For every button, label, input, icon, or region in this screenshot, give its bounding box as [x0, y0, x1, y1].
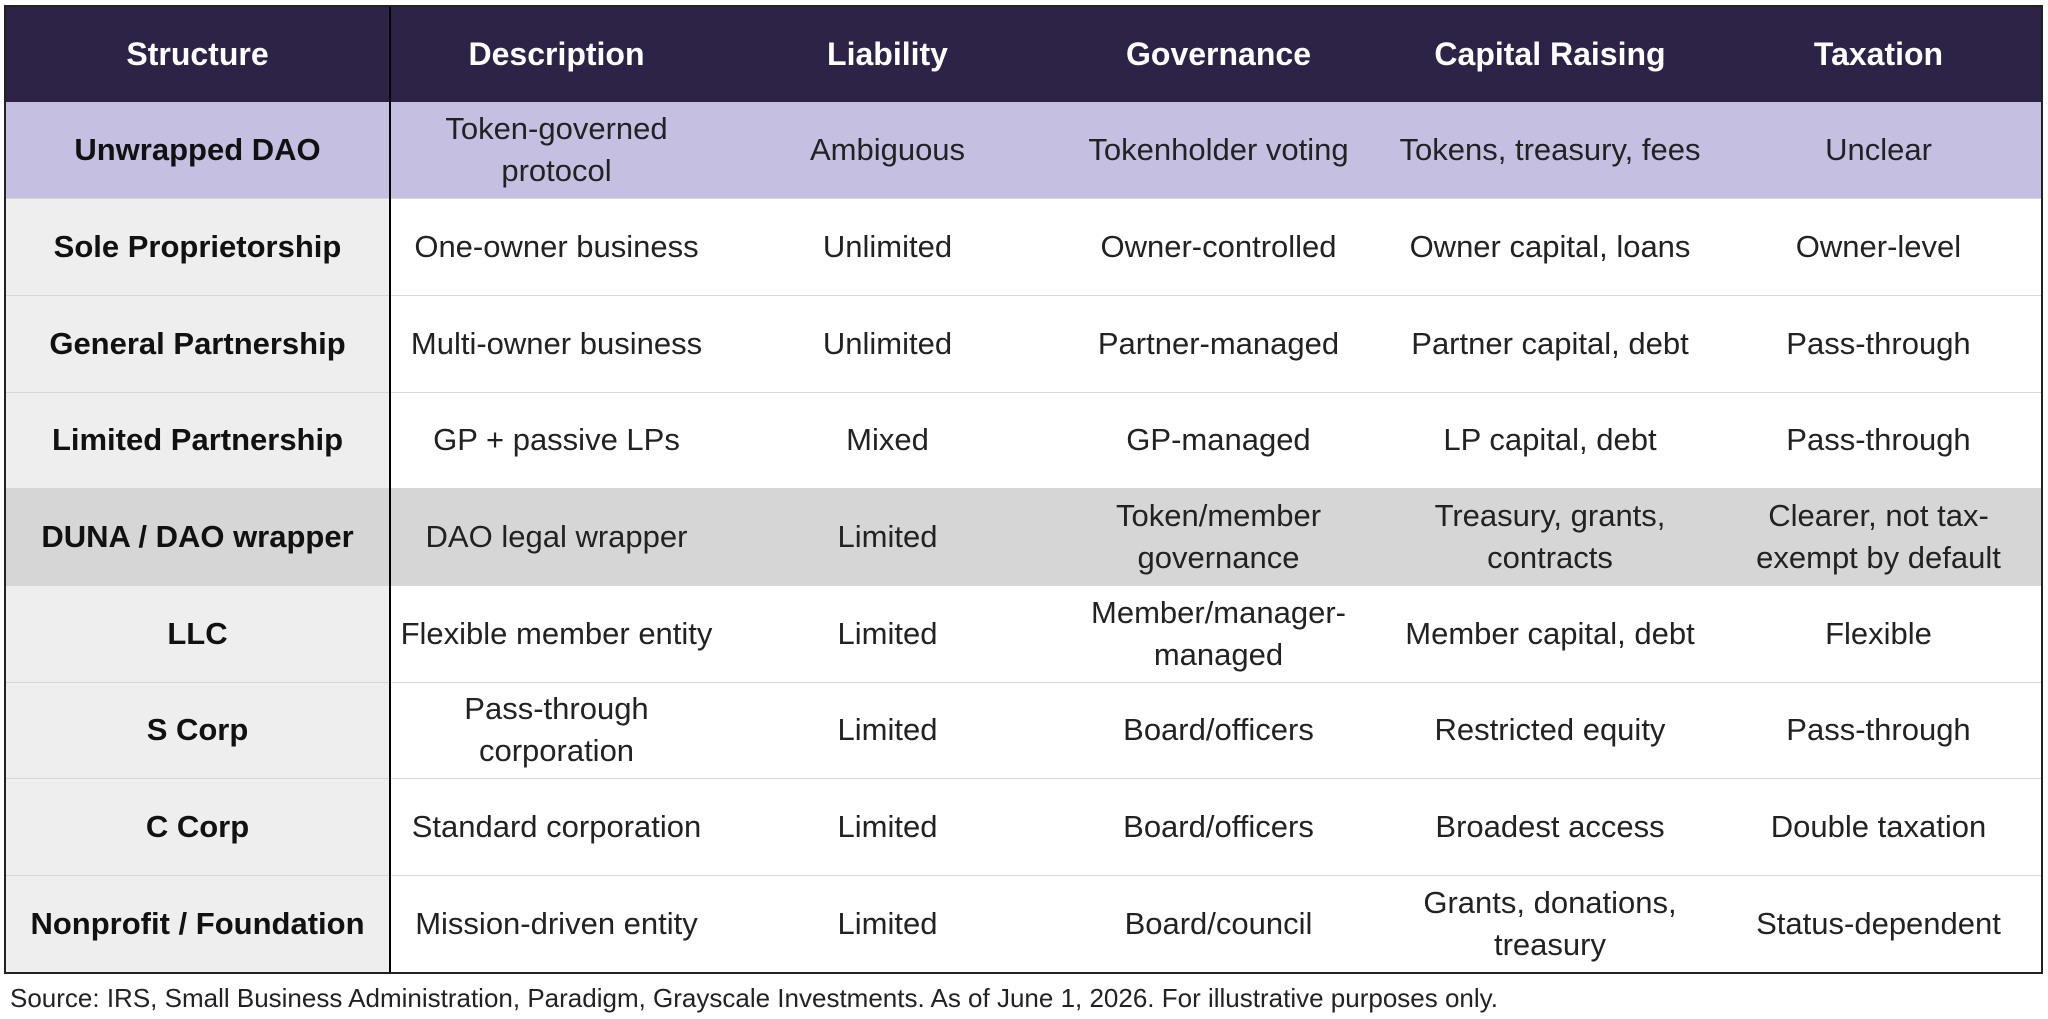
table-row: C Corp Standard corporation Limited Boar…	[6, 778, 2041, 876]
structure-cell: Unwrapped DAO	[6, 102, 391, 199]
governance-cell: Board/officers	[1053, 778, 1384, 876]
taxation-cell: Pass-through	[1716, 391, 2041, 489]
description-cell: GP + passive LPs	[390, 391, 722, 489]
header-liability: Liability	[722, 7, 1053, 102]
source-footnote: Source: IRS, Small Business Administrati…	[10, 983, 1498, 1013]
liability-cell: Mixed	[722, 391, 1053, 489]
description-cell: One-owner business	[390, 198, 722, 296]
header-capital-raising: Capital Raising	[1384, 7, 1716, 102]
structure-cell: Nonprofit / Foundation	[6, 875, 391, 973]
liability-cell: Limited	[722, 488, 1053, 586]
capital-raising-cell: Member capital, debt	[1384, 584, 1716, 683]
taxation-cell: Clearer, not tax-exempt by default	[1716, 488, 2041, 586]
liability-cell: Limited	[722, 584, 1053, 683]
governance-cell: Owner-controlled	[1053, 198, 1384, 296]
taxation-cell: Double taxation	[1716, 778, 2041, 876]
governance-cell: Member/manager-managed	[1053, 584, 1384, 683]
table-row: Limited Partnership GP + passive LPs Mix…	[6, 391, 2041, 489]
taxation-cell: Status-dependent	[1716, 875, 2041, 973]
structure-cell: DUNA / DAO wrapper	[6, 488, 391, 586]
taxation-cell: Pass-through	[1716, 681, 2041, 779]
liability-cell: Limited	[722, 875, 1053, 973]
description-cell: Multi-owner business	[390, 294, 722, 393]
structure-cell: S Corp	[6, 681, 391, 779]
comparison-table-container: Structure Description Liability Governan…	[4, 5, 2043, 975]
table-body: Unwrapped DAO Token-governed protocol Am…	[6, 102, 2041, 973]
governance-cell: Board/officers	[1053, 681, 1384, 779]
liability-cell: Unlimited	[722, 198, 1053, 296]
capital-raising-cell: Owner capital, loans	[1384, 198, 1716, 296]
legal-structures-table: Structure Description Liability Governan…	[6, 7, 2041, 973]
governance-cell: Tokenholder voting	[1053, 102, 1384, 199]
table-row: LLC Flexible member entity Limited Membe…	[6, 584, 2041, 683]
capital-raising-cell: Partner capital, debt	[1384, 294, 1716, 393]
header-governance: Governance	[1053, 7, 1384, 102]
structure-cell: General Partnership	[6, 294, 391, 393]
governance-cell: Partner-managed	[1053, 294, 1384, 393]
structure-cell: Limited Partnership	[6, 391, 391, 489]
header-description: Description	[390, 7, 722, 102]
governance-cell: Token/member governance	[1053, 488, 1384, 586]
capital-raising-cell: LP capital, debt	[1384, 391, 1716, 489]
description-cell: DAO legal wrapper	[390, 488, 722, 586]
taxation-cell: Owner-level	[1716, 198, 2041, 296]
liability-cell: Ambiguous	[722, 102, 1053, 199]
table-row: Sole Proprietorship One-owner business U…	[6, 198, 2041, 296]
header-taxation: Taxation	[1716, 7, 2041, 102]
liability-cell: Unlimited	[722, 294, 1053, 393]
description-cell: Mission-driven entity	[390, 875, 722, 973]
table-header: Structure Description Liability Governan…	[6, 7, 2041, 102]
description-cell: Standard corporation	[390, 778, 722, 876]
taxation-cell: Unclear	[1716, 102, 2041, 199]
table-row: Unwrapped DAO Token-governed protocol Am…	[6, 102, 2041, 199]
capital-raising-cell: Treasury, grants, contracts	[1384, 488, 1716, 586]
liability-cell: Limited	[722, 681, 1053, 779]
liability-cell: Limited	[722, 778, 1053, 876]
capital-raising-cell: Restricted equity	[1384, 681, 1716, 779]
table-row: DUNA / DAO wrapper DAO legal wrapper Lim…	[6, 488, 2041, 586]
governance-cell: GP-managed	[1053, 391, 1384, 489]
capital-raising-cell: Broadest access	[1384, 778, 1716, 876]
description-cell: Flexible member entity	[390, 584, 722, 683]
structure-cell: LLC	[6, 584, 391, 683]
governance-cell: Board/council	[1053, 875, 1384, 973]
description-cell: Pass-through corporation	[390, 681, 722, 779]
capital-raising-cell: Grants, donations, treasury	[1384, 875, 1716, 973]
structure-cell: C Corp	[6, 778, 391, 876]
table-row: General Partnership Multi-owner business…	[6, 294, 2041, 393]
structure-cell: Sole Proprietorship	[6, 198, 391, 296]
taxation-cell: Pass-through	[1716, 294, 2041, 393]
description-cell: Token-governed protocol	[390, 102, 722, 199]
table-row: S Corp Pass-through corporation Limited …	[6, 681, 2041, 779]
taxation-cell: Flexible	[1716, 584, 2041, 683]
header-row: Structure Description Liability Governan…	[6, 7, 2041, 102]
capital-raising-cell: Tokens, treasury, fees	[1384, 102, 1716, 199]
header-structure: Structure	[6, 7, 391, 102]
table-row: Nonprofit / Foundation Mission-driven en…	[6, 875, 2041, 973]
